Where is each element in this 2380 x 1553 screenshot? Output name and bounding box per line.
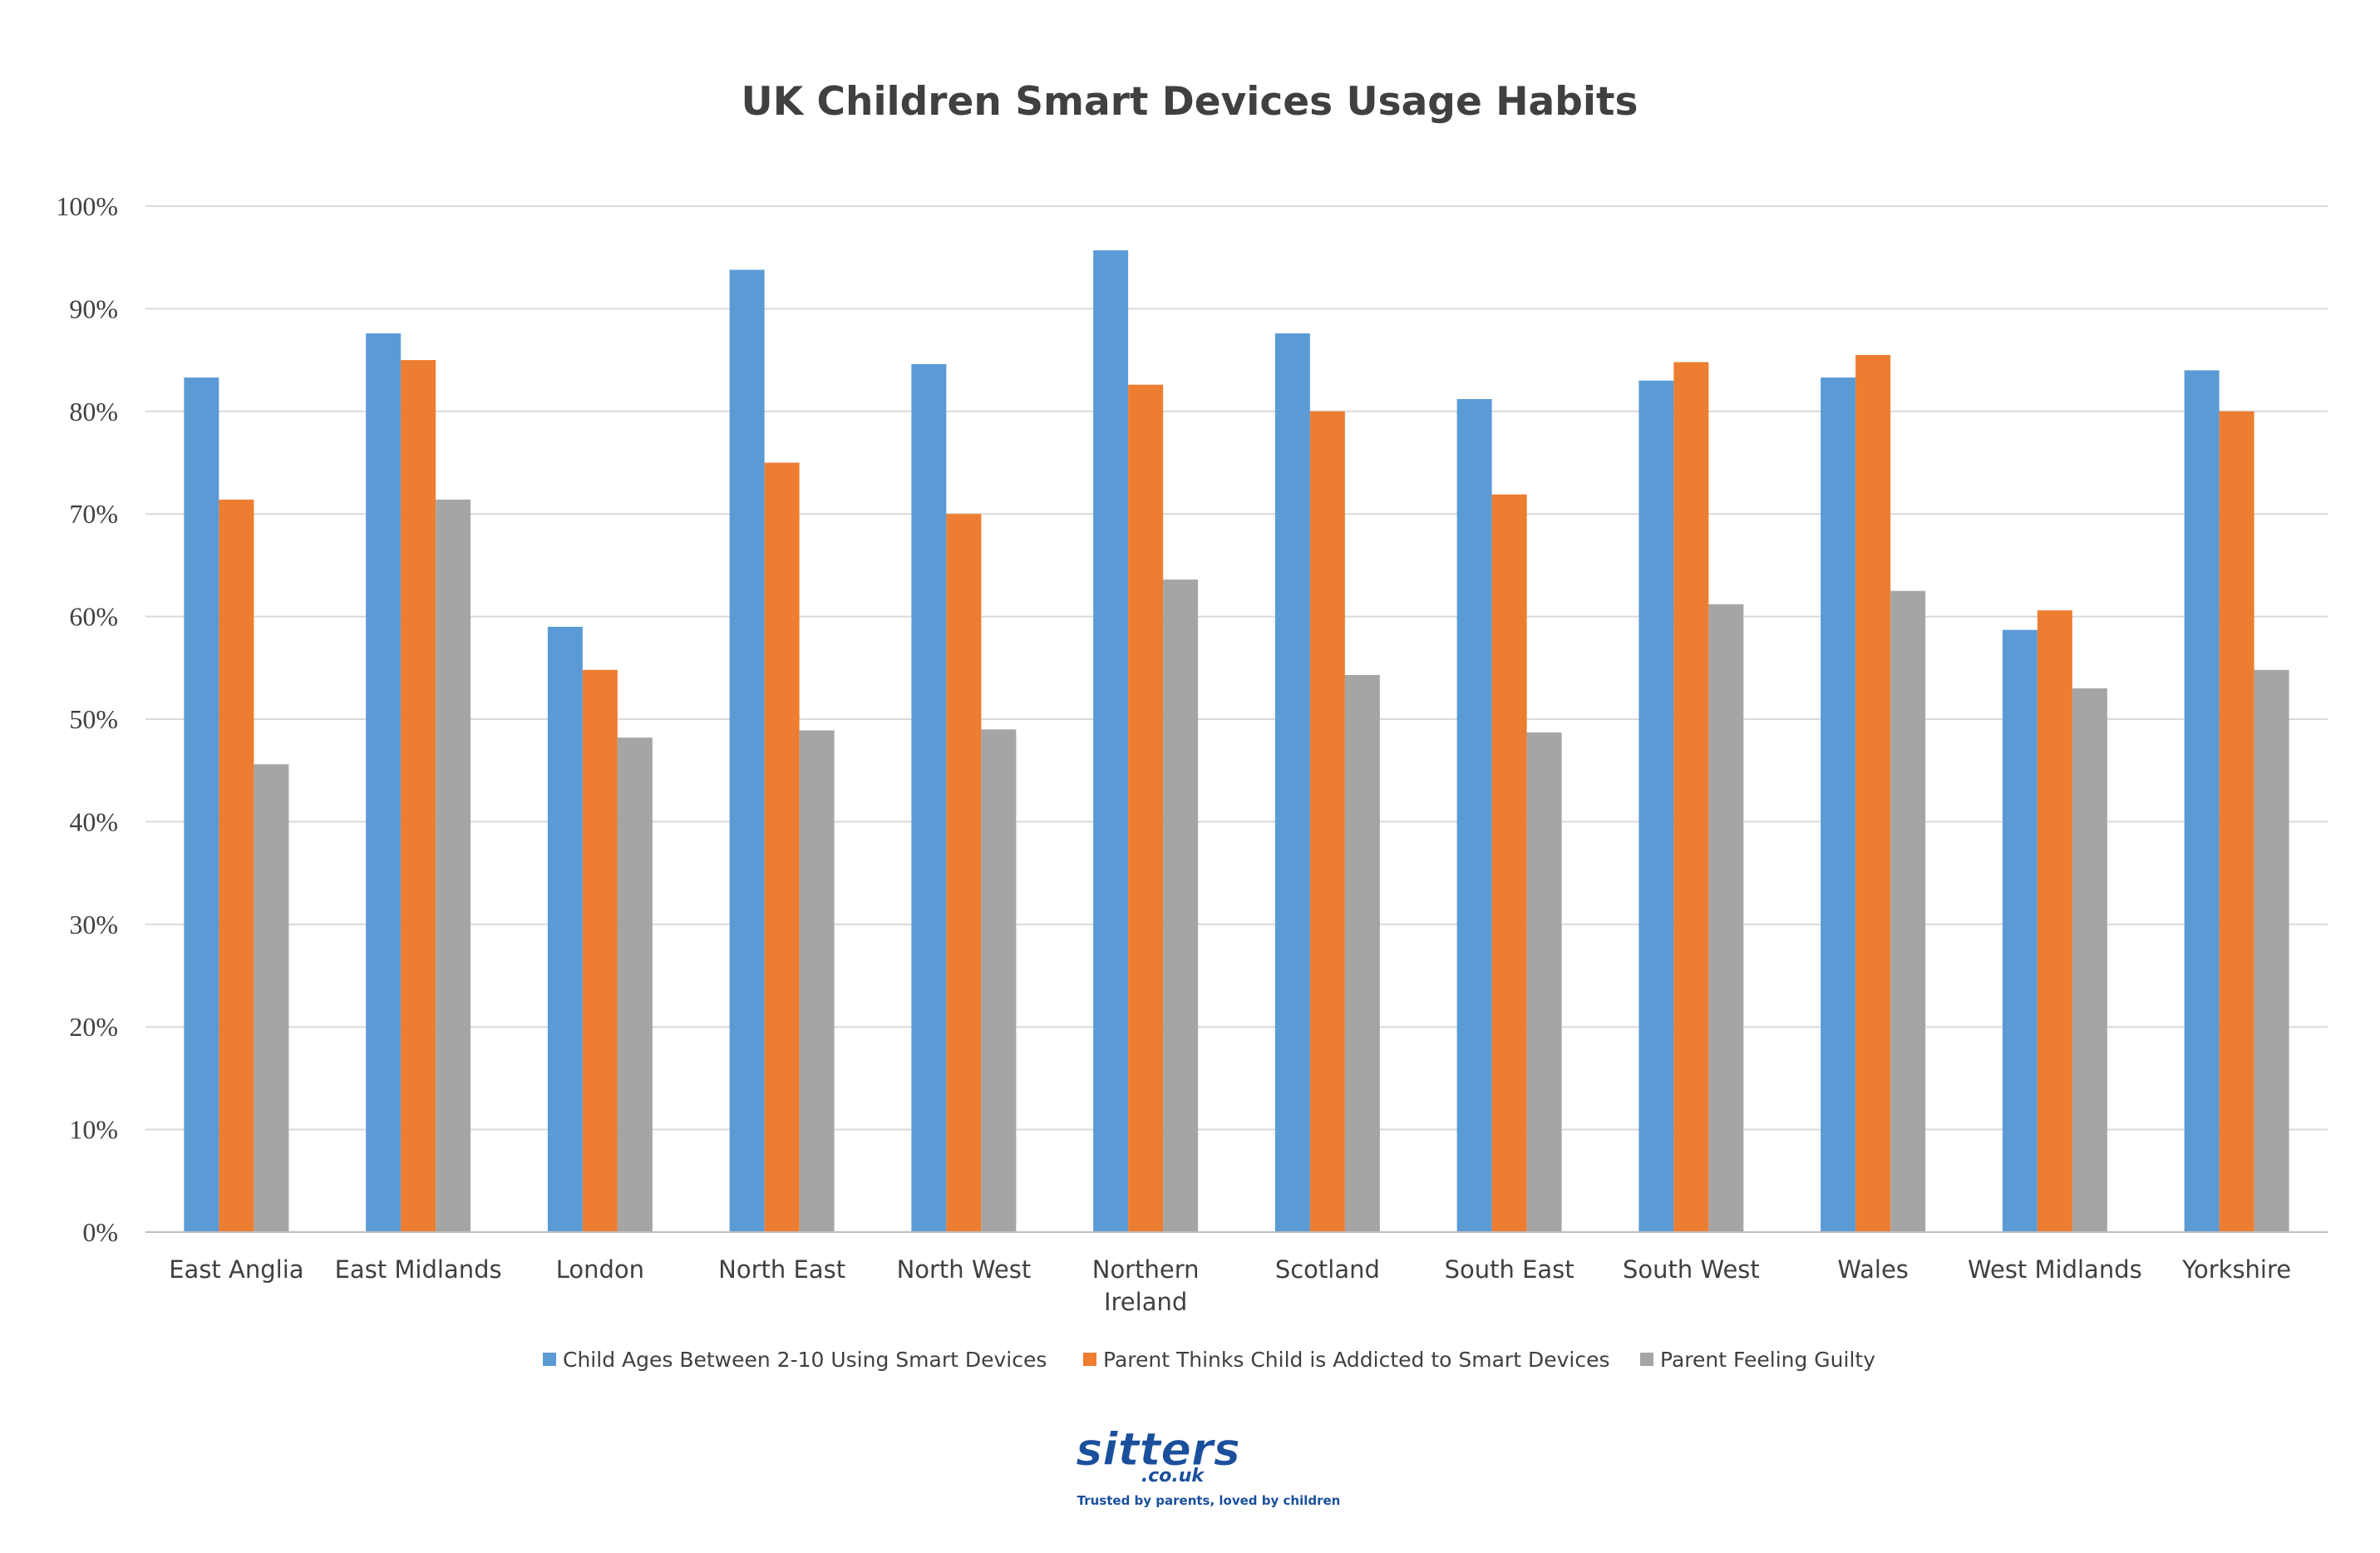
x-tick-label: West Midlands (1968, 1255, 2142, 1284)
bar (1638, 380, 1674, 1232)
bar (547, 626, 583, 1232)
legend-swatch (1640, 1353, 1653, 1366)
bars (184, 250, 2289, 1233)
bar (1821, 377, 1856, 1232)
x-tick-label: Northern Ireland (1092, 1255, 1200, 1316)
x-tick-label: Wales (1837, 1255, 1909, 1284)
y-tick-label: 0% (82, 1217, 118, 1247)
y-tick-label: 100% (56, 191, 118, 221)
bar (799, 730, 835, 1232)
bar (911, 364, 947, 1232)
bar (436, 499, 471, 1232)
bar (1344, 674, 1380, 1232)
y-axis-ticks: 0% 10% 20% 30% 40% 50% 60% 70% 80% 90% 100% (56, 191, 118, 1247)
chart-title: UK Children Smart Devices Usage Habits (742, 79, 1638, 125)
y-tick-label: 60% (69, 602, 118, 632)
bar (729, 269, 765, 1232)
logo-tagline: Trusted by parents, loved by children (1077, 1493, 1341, 1508)
x-tick-label: South West (1623, 1255, 1760, 1284)
bar (1093, 250, 1129, 1232)
bar (1491, 494, 1527, 1232)
bar (1309, 411, 1345, 1232)
bar (981, 729, 1017, 1232)
bar (2072, 688, 2107, 1232)
bar (946, 514, 982, 1232)
bar (2037, 610, 2072, 1232)
bar (2219, 411, 2254, 1232)
bar (764, 462, 800, 1232)
bar (366, 333, 402, 1232)
x-tick-label: North East (718, 1255, 845, 1284)
bar (1673, 362, 1709, 1232)
bar (184, 377, 219, 1232)
x-tick-label: London (556, 1255, 644, 1284)
legend-swatch (543, 1353, 556, 1366)
logo-wordmark: sitters (1076, 1423, 1240, 1476)
x-tick-label: Yorkshire (2181, 1255, 2291, 1284)
bar (254, 764, 289, 1232)
bar (1708, 604, 1744, 1232)
legend-label: Parent Feeling Guilty (1660, 1348, 1875, 1372)
legend-label: Child Ages Between 2-10 Using Smart Devi… (563, 1348, 1047, 1372)
bar (1855, 354, 1891, 1233)
bar (2254, 669, 2289, 1232)
bar (1526, 732, 1562, 1232)
sitters-logo: sitters .co.uk Trusted by parents, loved… (1076, 1423, 1341, 1509)
bar (401, 360, 436, 1233)
x-tick-label: North West (897, 1255, 1032, 1284)
legend-swatch (1083, 1353, 1096, 1366)
logo-domain: .co.uk (1141, 1466, 1205, 1486)
y-tick-label: 90% (69, 293, 118, 323)
bar (2002, 629, 2038, 1232)
x-axis-ticks: East Anglia East Midlands London North East… (169, 1255, 2291, 1316)
legend-label: Parent Thinks Child is Addicted to Smart… (1103, 1348, 1610, 1372)
x-tick-label: Scotland (1275, 1255, 1380, 1284)
y-tick-label: 70% (69, 499, 118, 529)
bar (617, 737, 653, 1232)
bar (1890, 590, 1926, 1232)
x-tick-label: East Midlands (335, 1255, 502, 1284)
bar (1163, 579, 1199, 1232)
y-tick-label: 20% (69, 1012, 118, 1042)
legend: Child Ages Between 2-10 Using Smart Devi… (543, 1348, 1875, 1372)
bar (1456, 398, 1492, 1232)
bar (1274, 333, 1310, 1232)
y-tick-label: 40% (69, 806, 118, 836)
bar (582, 669, 618, 1232)
bar (1128, 384, 1164, 1232)
y-tick-label: 10% (69, 1115, 118, 1145)
bar (2184, 370, 2220, 1233)
bar (219, 499, 254, 1232)
x-tick-label: South East (1445, 1255, 1574, 1284)
y-tick-label: 30% (69, 910, 118, 939)
y-tick-label: 80% (69, 397, 118, 426)
y-tick-label: 50% (69, 704, 118, 734)
gridlines (145, 205, 2328, 1131)
x-tick-label: East Anglia (169, 1255, 303, 1284)
